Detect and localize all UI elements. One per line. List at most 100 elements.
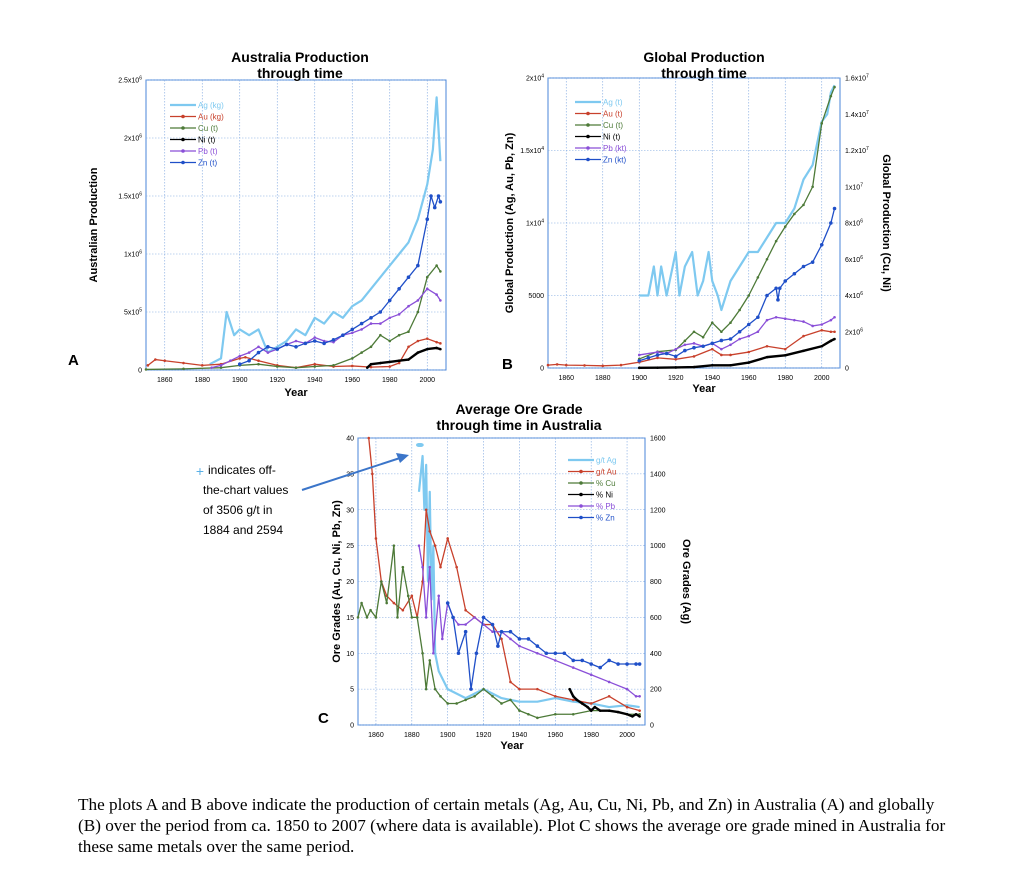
data-point-cu bbox=[401, 565, 405, 569]
data-point-cu bbox=[692, 330, 696, 334]
data-point-au bbox=[163, 359, 167, 363]
data-point-au bbox=[601, 364, 605, 368]
data-point-zn bbox=[801, 264, 806, 269]
data-point-cu bbox=[765, 257, 769, 261]
legend-label: Cu (t) bbox=[198, 124, 218, 133]
data-point-au bbox=[802, 334, 805, 338]
data-point-cu bbox=[219, 366, 223, 369]
legend-label: % Pb bbox=[596, 502, 616, 511]
series-line-ni bbox=[366, 346, 441, 369]
data-point-zn bbox=[247, 358, 251, 363]
x-tick-label: 1940 bbox=[307, 377, 323, 384]
data-point-zn bbox=[322, 341, 326, 346]
y-tick-label: 5000 bbox=[528, 293, 544, 300]
data-point-zn bbox=[832, 206, 837, 211]
data-point-au bbox=[446, 537, 449, 540]
figure: 1860 1880 1900 1920 1940 1960 1980 200005x1051x… bbox=[68, 49, 892, 752]
data-point-pb bbox=[571, 666, 575, 669]
data-point-pb bbox=[369, 322, 373, 325]
data-point-zn bbox=[589, 662, 593, 666]
y-right-tick-label: 0 bbox=[650, 723, 654, 730]
data-point-pb bbox=[820, 323, 824, 326]
data-point-ni bbox=[747, 361, 751, 364]
data-point-zn bbox=[438, 200, 443, 204]
data-point-zn bbox=[607, 658, 611, 663]
data-point-zn bbox=[456, 651, 461, 656]
annotation-plus-marker: + bbox=[196, 463, 204, 479]
y-right-tick-label: 2x106 bbox=[845, 327, 863, 336]
annotation-text-line: the-chart values bbox=[203, 483, 288, 497]
data-point-au bbox=[625, 705, 629, 709]
data-point-pb bbox=[407, 304, 410, 308]
data-point-zn bbox=[303, 341, 308, 346]
data-point-zn bbox=[445, 601, 450, 605]
data-point-pb bbox=[435, 293, 438, 296]
x-tick-label: 1880 bbox=[194, 377, 210, 384]
data-point-cu bbox=[783, 225, 787, 228]
data-point-cu bbox=[144, 368, 148, 371]
data-point-cu bbox=[388, 339, 392, 343]
data-point-zn bbox=[237, 362, 242, 367]
data-point-cu bbox=[729, 321, 732, 324]
data-point-ni bbox=[586, 705, 589, 709]
data-point-ni bbox=[729, 363, 732, 367]
legend: Ag (t) Au (t) Cu (t) Ni (t) Pb (kt) Zn (kt) bbox=[575, 98, 627, 165]
data-point-zn bbox=[387, 298, 392, 303]
data-point-cu bbox=[833, 85, 836, 89]
data-point-au bbox=[407, 345, 410, 349]
y-right-tick-label: 1600 bbox=[650, 436, 666, 443]
data-point-au bbox=[182, 361, 185, 365]
data-point-zn bbox=[469, 687, 473, 691]
y-tick-label: 10 bbox=[346, 651, 354, 658]
data-point-cu bbox=[683, 339, 687, 343]
y-tick-label: 5x105 bbox=[124, 308, 142, 317]
data-point-ni bbox=[369, 362, 373, 366]
data-point-au bbox=[257, 359, 260, 363]
data-point-cu bbox=[747, 294, 751, 297]
data-point-pb bbox=[518, 644, 521, 648]
data-point-zn bbox=[792, 271, 797, 276]
x-tick-label: 1860 bbox=[368, 732, 384, 739]
panel-label: A bbox=[68, 352, 79, 369]
data-point-pb bbox=[397, 313, 401, 316]
data-point-au bbox=[638, 709, 641, 712]
data-point-pb bbox=[756, 330, 760, 334]
data-point-ni bbox=[656, 366, 659, 369]
data-point-cu bbox=[365, 616, 369, 619]
data-point-zn bbox=[266, 345, 270, 349]
legend-marker bbox=[586, 134, 590, 139]
x-tick-label: 2000 bbox=[814, 375, 830, 382]
data-point-au bbox=[464, 608, 467, 612]
data-point-zn bbox=[655, 353, 660, 357]
x-tick-label: 1920 bbox=[476, 732, 492, 739]
data-point-au bbox=[410, 594, 414, 598]
data-point-zn bbox=[571, 658, 576, 663]
data-point-au bbox=[564, 363, 568, 367]
data-point-au bbox=[536, 687, 539, 691]
y-right-tick-label: 600 bbox=[650, 615, 662, 622]
data-point-ni bbox=[439, 347, 442, 351]
legend-label: g/t Ag bbox=[596, 456, 616, 465]
y-axis-label: Ore Grades (Au, Cu, Ni, Pb, Zn) bbox=[331, 500, 343, 663]
data-point-au bbox=[656, 356, 659, 360]
legend-marker bbox=[181, 137, 185, 142]
y-right-tick-label: 1.6x107 bbox=[845, 74, 869, 83]
legend-marker bbox=[579, 504, 583, 508]
data-point-ni bbox=[379, 361, 382, 365]
y-tick-label: 5 bbox=[350, 687, 354, 694]
data-point-au bbox=[397, 361, 401, 365]
legend-label: % Ni bbox=[596, 491, 613, 500]
data-point-ni bbox=[631, 715, 634, 718]
y-right-axis-label: Global Production (Cu, Ni) bbox=[880, 154, 892, 292]
chart-title-line: through time bbox=[661, 65, 747, 81]
data-point-zn bbox=[359, 321, 364, 326]
data-point-cu bbox=[738, 308, 741, 312]
legend-label: % Zn bbox=[596, 514, 615, 523]
y-tick-label: 1.5x104 bbox=[520, 146, 544, 155]
data-point-au bbox=[589, 702, 593, 705]
x-tick-label: 1880 bbox=[404, 732, 420, 739]
data-point-zn bbox=[406, 275, 411, 280]
data-point-pb bbox=[360, 328, 363, 331]
legend-marker bbox=[181, 160, 185, 165]
legend-marker bbox=[579, 481, 583, 485]
